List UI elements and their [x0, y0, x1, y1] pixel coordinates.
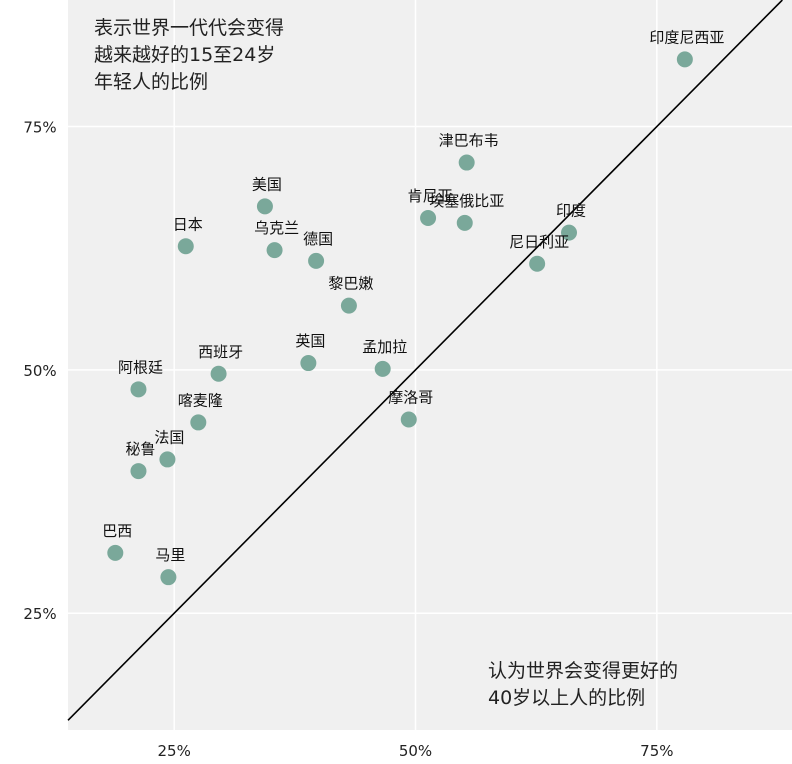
data-points	[107, 51, 693, 586]
data-point	[210, 365, 227, 382]
y-tick-label: 50%	[23, 362, 56, 380]
y-tick-label: 75%	[23, 119, 56, 137]
grid-lines	[68, 0, 792, 730]
point-label: 秘鲁	[125, 440, 155, 458]
point-label: 西班牙	[198, 343, 243, 361]
annotation-line: 认为世界会变得更好的	[488, 660, 678, 682]
data-point	[308, 252, 325, 269]
point-label: 巴西	[102, 522, 132, 540]
point-label: 肯尼亚	[408, 187, 453, 205]
data-point	[374, 360, 391, 377]
data-point	[676, 51, 693, 68]
data-point	[266, 242, 283, 259]
point-label: 印度	[556, 202, 586, 220]
point-label: 英国	[295, 332, 325, 350]
data-point	[159, 451, 176, 468]
x-tick-label: 50%	[399, 742, 432, 760]
x-tick-label: 75%	[640, 742, 673, 760]
annotation-line: 越来越好的15至24岁	[94, 44, 275, 66]
data-point	[107, 544, 124, 561]
data-point	[458, 154, 475, 171]
point-label: 喀麦隆	[178, 391, 223, 409]
data-point	[529, 255, 546, 272]
data-point	[256, 198, 273, 215]
x-tick-label: 25%	[158, 742, 191, 760]
point-label: 乌克兰	[254, 219, 299, 237]
point-label: 马里	[155, 546, 185, 564]
point-label: 日本	[173, 215, 203, 233]
plot-background	[68, 0, 792, 730]
annotation-line: 年轻人的比例	[94, 71, 208, 93]
point-label: 阿根廷	[118, 358, 163, 376]
data-point	[160, 569, 177, 586]
axis-ticks: 25% 50% 75% 25% 50% 75%	[23, 119, 673, 760]
data-point	[400, 411, 417, 428]
point-label: 美国	[252, 175, 282, 193]
parity-diagonal-line	[67, 0, 783, 721]
point-label: 尼日利亚	[509, 233, 569, 251]
point-label: 摩洛哥	[388, 389, 433, 407]
annotation-line: 表示世界一代代会变得	[94, 17, 284, 39]
data-point	[340, 297, 357, 314]
data-point	[130, 381, 147, 398]
data-point	[456, 214, 473, 231]
point-label: 津巴布韦	[439, 132, 499, 150]
point-label: 德国	[303, 230, 333, 248]
data-point	[420, 210, 437, 227]
annotation-line: 40岁以上人的比例	[488, 687, 645, 709]
point-label: 法国	[154, 428, 184, 446]
data-point	[177, 238, 194, 255]
data-point	[130, 463, 147, 480]
y-axis-annotation: 表示世界一代代会变得越来越好的15至24岁年轻人的比例	[94, 17, 284, 93]
x-axis-annotation: 认为世界会变得更好的 40岁以上人的比例	[488, 660, 678, 709]
point-label: 埃塞俄比亚	[429, 192, 504, 210]
point-label: 黎巴嫩	[328, 275, 373, 293]
data-point	[190, 414, 207, 431]
point-label: 孟加拉	[362, 338, 407, 356]
point-label: 印度尼西亚	[649, 28, 724, 46]
data-point	[561, 224, 578, 241]
y-tick-label: 25%	[23, 605, 56, 623]
data-point	[300, 355, 317, 372]
